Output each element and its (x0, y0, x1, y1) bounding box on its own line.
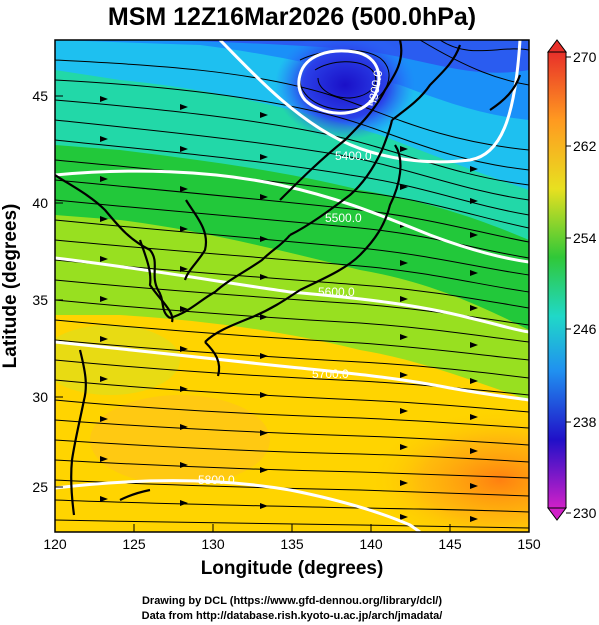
x-tick-labels: 120 125 130 135 140 145 150 (43, 536, 541, 552)
colorbar-label-238: 238 (573, 414, 597, 430)
contour-labels: 5300.0 5400.0 5500.0 5600.0 5700.0 5800.… (198, 69, 385, 487)
contour-label-5500: 5500.0 (325, 211, 362, 225)
contour-label-5800: 5800.0 (198, 473, 235, 487)
colorbar-label-246: 246 (573, 321, 597, 337)
colorbar-label-230: 230 (573, 505, 597, 521)
credit-data: Data from http://database.rish.kyoto-u.a… (142, 610, 443, 622)
y-axis (55, 95, 63, 488)
colorbar-label-270: 270 (573, 49, 597, 65)
map-title: MSM 12Z16Mar2026 (500.0hPa) (108, 3, 476, 31)
colorbar-label-262: 262 (573, 138, 597, 154)
coastlines (55, 40, 522, 516)
y-tick-30: 30 (32, 389, 48, 405)
y-tick-45: 45 (32, 88, 48, 104)
x-axis-label: Longitude (degrees) (201, 558, 384, 579)
x-tick-125: 125 (122, 536, 146, 552)
y-tick-25: 25 (32, 479, 48, 495)
x-tick-120: 120 (43, 536, 67, 552)
x-tick-135: 135 (280, 536, 304, 552)
y-tick-35: 35 (32, 292, 48, 308)
y-axis-label: Latitude (degrees) (0, 204, 21, 369)
x-tick-140: 140 (359, 536, 383, 552)
contour-label-5600: 5600.0 (318, 285, 355, 299)
colorbar: 270 262 254 246 238 230 (547, 39, 597, 521)
x-tick-150: 150 (517, 536, 541, 552)
map-plot-area: 5300.0 5400.0 5500.0 5600.0 5700.0 5800.… (55, 40, 529, 532)
x-tick-130: 130 (201, 536, 225, 552)
y-tick-40: 40 (32, 195, 48, 211)
credit-drawing: Drawing by DCL (https://www.gfd-dennou.o… (142, 595, 442, 607)
x-axis (54, 524, 530, 532)
x-tick-145: 145 (438, 536, 462, 552)
wind-streamlines (55, 40, 529, 529)
contour-label-5700: 5700.0 (312, 367, 349, 381)
height-contours (55, 40, 529, 532)
colorbar-label-254: 254 (573, 230, 597, 246)
y-tick-labels: 25 30 35 40 45 (32, 88, 48, 495)
wind-arrowheads (100, 96, 478, 522)
contour-label-5400: 5400.0 (335, 149, 372, 163)
